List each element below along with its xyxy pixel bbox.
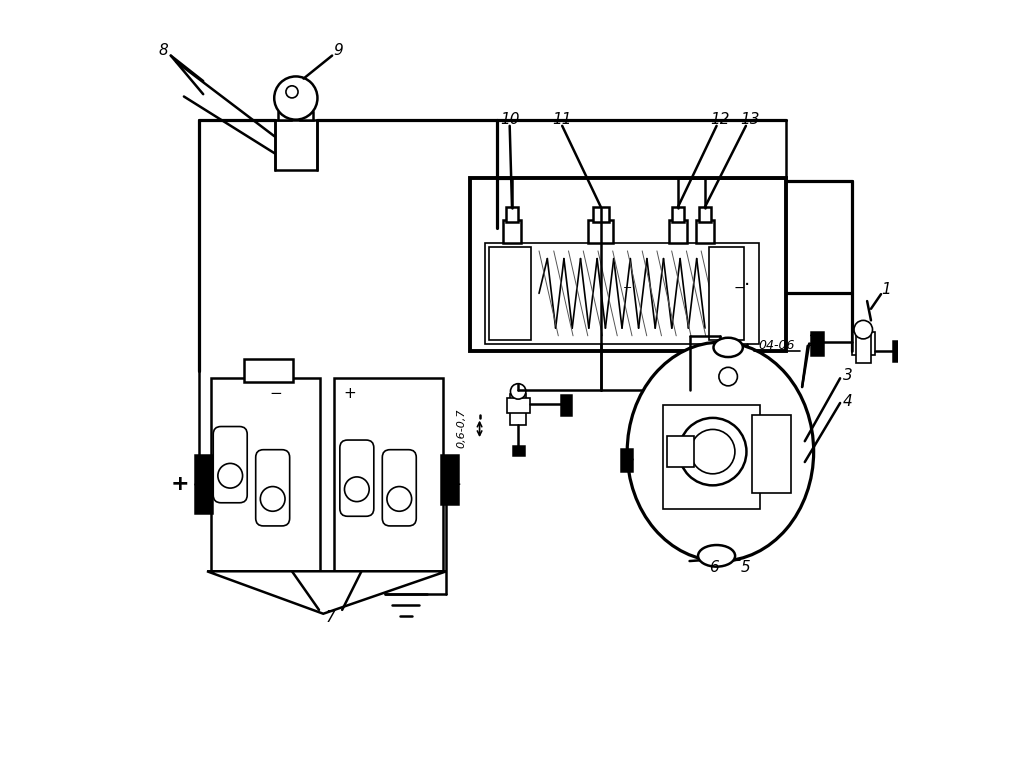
Circle shape — [510, 384, 526, 399]
Text: 12: 12 — [711, 112, 730, 127]
Circle shape — [679, 418, 746, 486]
Ellipse shape — [698, 545, 735, 567]
FancyBboxPatch shape — [256, 449, 290, 526]
FancyBboxPatch shape — [213, 426, 247, 503]
Text: ·: · — [744, 276, 751, 295]
Text: 4: 4 — [843, 394, 853, 409]
Circle shape — [218, 463, 243, 488]
Circle shape — [690, 429, 735, 474]
Bar — [589, 220, 613, 243]
Circle shape — [344, 477, 370, 502]
Bar — [485, 243, 759, 344]
Text: 8: 8 — [158, 42, 168, 58]
Circle shape — [854, 320, 872, 339]
Bar — [663, 405, 761, 509]
Bar — [506, 207, 518, 222]
Text: −: − — [270, 386, 283, 401]
Bar — [470, 178, 786, 351]
FancyBboxPatch shape — [382, 449, 417, 526]
Circle shape — [260, 486, 285, 511]
Bar — [709, 247, 743, 340]
Text: −: − — [624, 283, 633, 293]
Text: 3: 3 — [843, 368, 853, 384]
Text: 5: 5 — [741, 560, 751, 575]
Bar — [300, 112, 313, 120]
Text: +: + — [344, 386, 356, 401]
Bar — [852, 332, 874, 355]
Text: 13: 13 — [740, 112, 760, 127]
Bar — [811, 332, 823, 355]
Circle shape — [274, 76, 317, 120]
Circle shape — [286, 86, 298, 98]
Text: 1: 1 — [882, 282, 891, 297]
Bar — [855, 332, 871, 363]
Text: 04-06: 04-06 — [759, 339, 795, 351]
Bar — [507, 398, 529, 413]
Ellipse shape — [628, 342, 814, 561]
Bar — [211, 378, 319, 571]
Bar — [593, 207, 608, 222]
Bar — [560, 395, 571, 415]
Bar — [752, 415, 792, 493]
Text: −: − — [734, 281, 745, 295]
Text: 7: 7 — [326, 610, 336, 625]
Bar — [669, 220, 687, 243]
Bar — [274, 120, 317, 170]
FancyBboxPatch shape — [340, 440, 374, 516]
Circle shape — [719, 367, 737, 386]
Bar — [488, 247, 531, 340]
Bar — [279, 112, 291, 120]
Text: −: − — [445, 475, 462, 494]
Text: 10: 10 — [500, 112, 519, 127]
Polygon shape — [207, 571, 446, 614]
Bar — [893, 341, 904, 361]
Bar — [244, 359, 293, 382]
Bar — [695, 220, 715, 243]
Text: +: + — [171, 475, 189, 494]
Circle shape — [387, 486, 412, 511]
Bar — [513, 446, 523, 455]
Bar — [621, 449, 632, 471]
Text: 9: 9 — [334, 42, 343, 58]
Ellipse shape — [714, 338, 742, 357]
Bar — [334, 378, 442, 571]
Text: 11: 11 — [552, 112, 572, 127]
Bar — [441, 455, 458, 503]
Text: 6: 6 — [710, 560, 719, 575]
Text: 0,6-0,7: 0,6-0,7 — [457, 408, 467, 449]
Bar — [196, 455, 212, 513]
Bar — [668, 436, 694, 467]
Text: 2: 2 — [808, 334, 818, 349]
Bar — [698, 207, 712, 222]
Bar — [672, 207, 684, 222]
Bar — [510, 394, 526, 425]
Bar — [503, 220, 521, 243]
